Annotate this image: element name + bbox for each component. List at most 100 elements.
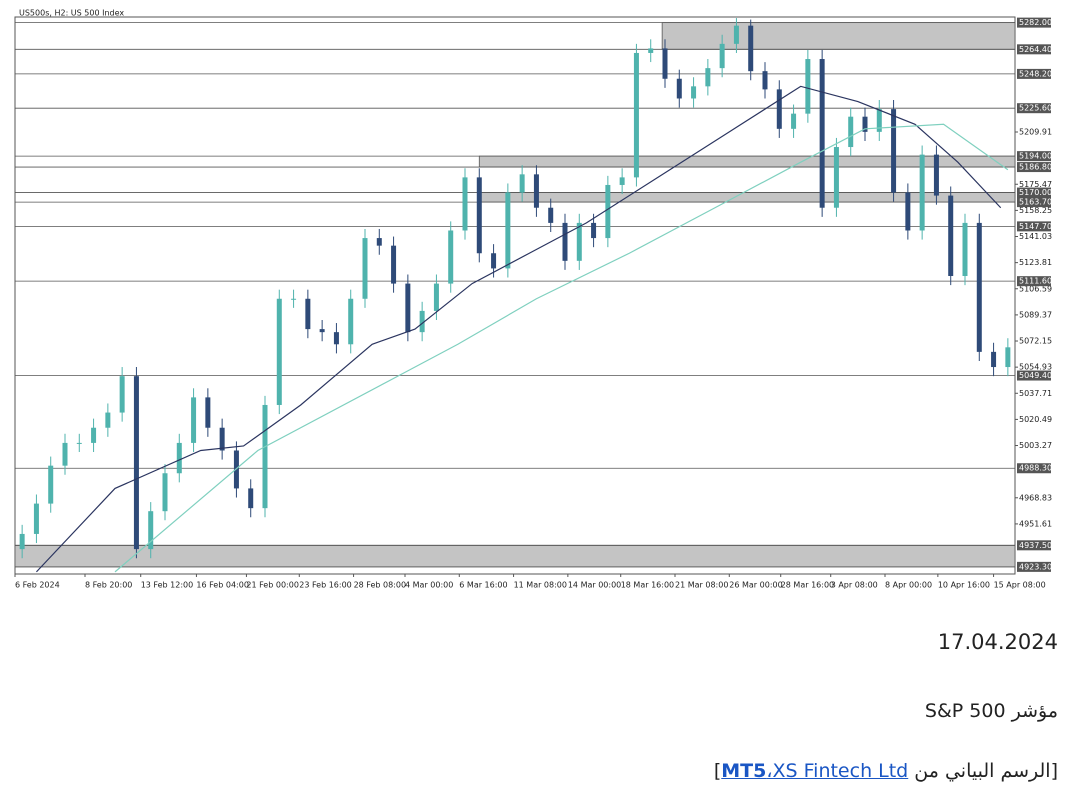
x-tick-label: 4 Mar 00:00 — [405, 581, 453, 590]
candle-body — [205, 397, 211, 428]
candle-body — [576, 222, 582, 261]
level-label-box — [1017, 463, 1051, 474]
candle-body — [748, 25, 754, 72]
candle-body — [133, 376, 139, 550]
level-label: 5225.60 — [1019, 104, 1052, 113]
level-label: 5264.40 — [1019, 45, 1052, 54]
x-tick-label: 6 Mar 16:00 — [459, 581, 507, 590]
candle-body — [633, 52, 639, 178]
candle-body — [48, 465, 54, 504]
candle-body — [905, 192, 911, 231]
candle-body — [705, 68, 711, 87]
candle-body — [491, 253, 497, 269]
candle-body — [291, 298, 297, 300]
y-tick-label: 5158.25 — [1019, 206, 1052, 215]
x-tick-label: 28 Mar 16:00 — [781, 581, 834, 590]
level-label-box — [1017, 151, 1051, 162]
x-tick-label: 15 Apr 08:00 — [994, 581, 1046, 590]
y-tick-label: 5089.37 — [1019, 310, 1052, 319]
y-tick-label: 5141.03 — [1019, 232, 1052, 241]
chart-title: US500s, H2: US 500 Index — [19, 9, 124, 18]
moving-average — [114, 123, 1009, 573]
x-tick-label: 21 Feb 00:00 — [246, 581, 298, 590]
candle-body — [648, 48, 654, 53]
y-tick-label: 4968.83 — [1019, 493, 1052, 502]
candle-body — [391, 245, 397, 284]
date: 17.04.2024 — [937, 630, 1058, 654]
level-label-box — [1017, 44, 1051, 55]
level-label-box — [1017, 540, 1051, 551]
level-label: 5186.80 — [1019, 163, 1052, 172]
y-tick-label: 5123.81 — [1019, 258, 1052, 267]
x-tick-label: 16 Feb 04:00 — [196, 581, 248, 590]
x-tick-label: 26 Mar 00:00 — [729, 581, 782, 590]
y-tick-label: 5072.15 — [1019, 337, 1052, 346]
candle-body — [333, 332, 339, 345]
x-tick-label: 18 Mar 16:00 — [621, 581, 674, 590]
candle-body — [76, 442, 82, 444]
candle-body — [105, 412, 111, 428]
candle-body — [676, 78, 682, 99]
level-label-box — [1017, 561, 1051, 572]
y-tick-label: 5106.59 — [1019, 284, 1052, 293]
y-tick-label: 5020.49 — [1019, 415, 1052, 424]
candle-body — [1005, 347, 1011, 368]
level-label-box — [1017, 187, 1051, 198]
x-tick-label: 8 Feb 20:00 — [85, 581, 132, 590]
candle-body — [62, 442, 68, 466]
candle-body — [833, 147, 839, 208]
candle-body — [248, 488, 254, 509]
level-label: 5170.00 — [1019, 188, 1052, 197]
level-label-box — [1017, 197, 1051, 208]
chart: US500s, H2: US 500 Index 5209.915175.475… — [14, 9, 1052, 590]
candle-body — [619, 177, 625, 185]
x-tick-label: 14 Mar 00:00 — [568, 581, 621, 590]
source: [الرسم البياني من MT5،XS Fintech Ltd] — [714, 760, 1058, 782]
candle-body — [562, 222, 568, 261]
candle-body — [91, 427, 97, 443]
y-tick-label: 5054.93 — [1019, 363, 1052, 372]
separator[interactable]: ، — [766, 760, 773, 782]
x-tick-label: 13 Feb 12:00 — [141, 581, 193, 590]
candle-body — [433, 283, 439, 311]
candle-body — [591, 222, 597, 239]
candle-body — [119, 376, 125, 413]
level-label-box — [1017, 17, 1051, 28]
candle-body — [362, 238, 368, 299]
candle-body — [605, 184, 611, 239]
y-tick-label: 5175.47 — [1019, 180, 1052, 189]
platform-link[interactable]: MT5 — [721, 760, 767, 782]
x-tick-label: 28 Feb 08:00 — [354, 581, 406, 590]
x-tick-label: 23 Feb 16:00 — [299, 581, 351, 590]
source-suffix: ] — [713, 760, 722, 782]
candle-body — [762, 71, 768, 90]
provider-link[interactable]: XS Fintech Ltd — [772, 760, 909, 782]
candle-body — [162, 473, 168, 512]
candle-body — [19, 533, 25, 550]
candle-body — [876, 109, 882, 132]
candle-body — [991, 351, 997, 368]
candle-body — [191, 397, 197, 443]
candle-body — [719, 43, 725, 69]
candle-body — [776, 89, 782, 129]
candle-body — [848, 116, 854, 148]
level-label-box — [1017, 162, 1051, 173]
level-label: 5163.70 — [1019, 198, 1052, 207]
level-label-box — [1017, 103, 1051, 114]
source-prefix: [الرسم البياني من — [908, 760, 1058, 782]
candle-body — [505, 192, 511, 269]
level-label-box — [1017, 276, 1051, 287]
zone — [661, 22, 1016, 50]
level-label-box — [1017, 68, 1051, 79]
candle-body — [948, 195, 954, 277]
x-tick-label: 11 Mar 08:00 — [514, 581, 567, 590]
level-label: 5111.60 — [1019, 277, 1052, 286]
candle-body — [448, 230, 454, 284]
y-tick-label: 5003.27 — [1019, 441, 1052, 450]
level-label: 4988.30 — [1019, 464, 1052, 473]
candle-body — [533, 174, 539, 208]
level-label: 4937.50 — [1019, 541, 1052, 550]
level-label-box — [1017, 221, 1051, 232]
level-label: 5049.40 — [1019, 371, 1052, 380]
